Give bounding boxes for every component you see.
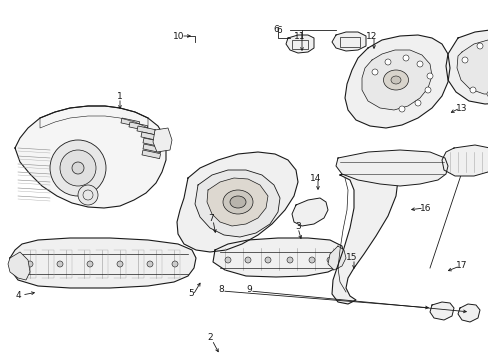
- Text: 4: 4: [15, 291, 21, 300]
- Circle shape: [371, 69, 377, 75]
- Circle shape: [384, 59, 390, 65]
- Polygon shape: [441, 145, 488, 176]
- Text: 3: 3: [295, 221, 300, 230]
- Circle shape: [414, 100, 420, 106]
- Circle shape: [461, 57, 467, 63]
- Ellipse shape: [383, 70, 407, 90]
- Ellipse shape: [229, 196, 245, 208]
- Circle shape: [264, 257, 270, 263]
- Polygon shape: [361, 50, 431, 110]
- Circle shape: [476, 43, 482, 49]
- Text: 6: 6: [273, 24, 278, 33]
- Polygon shape: [213, 238, 343, 277]
- Bar: [142, 138, 161, 147]
- Circle shape: [87, 261, 93, 267]
- Text: 11: 11: [294, 32, 305, 41]
- Polygon shape: [153, 128, 172, 152]
- Circle shape: [426, 73, 432, 79]
- Text: 16: 16: [419, 203, 431, 212]
- Polygon shape: [206, 178, 267, 226]
- Bar: [137, 126, 155, 135]
- Bar: [291, 40, 307, 49]
- Bar: [121, 118, 139, 127]
- Polygon shape: [285, 35, 313, 53]
- Text: 15: 15: [346, 253, 357, 262]
- Polygon shape: [8, 252, 30, 280]
- Polygon shape: [456, 40, 488, 94]
- Polygon shape: [291, 198, 327, 226]
- Circle shape: [224, 257, 230, 263]
- Circle shape: [60, 150, 96, 186]
- Polygon shape: [335, 150, 447, 186]
- Bar: [142, 150, 160, 159]
- Polygon shape: [195, 170, 280, 237]
- Text: 14: 14: [310, 174, 321, 183]
- Circle shape: [424, 87, 430, 93]
- Circle shape: [402, 55, 408, 61]
- Polygon shape: [345, 35, 449, 128]
- Circle shape: [172, 261, 178, 267]
- Circle shape: [416, 61, 422, 67]
- Text: 5: 5: [188, 289, 193, 298]
- Circle shape: [286, 257, 292, 263]
- Circle shape: [27, 261, 33, 267]
- Text: 7: 7: [208, 213, 213, 222]
- Polygon shape: [15, 106, 165, 208]
- Ellipse shape: [223, 190, 252, 214]
- Text: 17: 17: [455, 261, 467, 270]
- Circle shape: [72, 162, 84, 174]
- Polygon shape: [445, 30, 488, 104]
- Text: 2: 2: [207, 333, 212, 342]
- Circle shape: [147, 261, 153, 267]
- Circle shape: [326, 257, 332, 263]
- Circle shape: [244, 257, 250, 263]
- Text: 6: 6: [276, 26, 282, 35]
- Ellipse shape: [390, 76, 400, 84]
- Circle shape: [50, 140, 106, 196]
- Text: 1: 1: [117, 91, 122, 100]
- Circle shape: [308, 257, 314, 263]
- Polygon shape: [177, 152, 297, 252]
- Circle shape: [117, 261, 123, 267]
- Circle shape: [398, 106, 404, 112]
- Polygon shape: [457, 304, 479, 322]
- Circle shape: [469, 87, 475, 93]
- Polygon shape: [331, 32, 365, 51]
- Polygon shape: [429, 302, 453, 320]
- Bar: [141, 132, 159, 141]
- Polygon shape: [327, 246, 346, 270]
- Text: 13: 13: [455, 104, 467, 113]
- Bar: [129, 122, 147, 131]
- Circle shape: [486, 91, 488, 97]
- Text: 10: 10: [173, 32, 184, 41]
- Polygon shape: [10, 238, 196, 288]
- Polygon shape: [331, 164, 397, 304]
- Bar: [339, 37, 359, 47]
- Circle shape: [78, 185, 98, 205]
- Circle shape: [57, 261, 63, 267]
- Bar: [142, 144, 161, 153]
- Text: 9: 9: [245, 284, 251, 293]
- Text: 8: 8: [218, 284, 224, 293]
- Text: 12: 12: [366, 32, 377, 41]
